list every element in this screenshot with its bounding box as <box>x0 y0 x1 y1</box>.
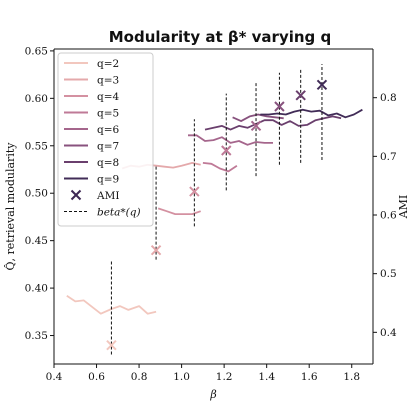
y-tick-label: 0.55 <box>25 140 48 152</box>
series-line-4 <box>202 162 238 173</box>
legend-ami-marker <box>70 189 82 201</box>
ami-marker-2-stroke-b <box>150 244 162 256</box>
series-line-5 <box>188 134 273 146</box>
x-axis-label: β <box>209 388 216 401</box>
ami-marker-7 <box>295 90 306 101</box>
y-tick-label: 0.65 <box>25 45 48 57</box>
y-tick-label: 0.40 <box>25 283 48 295</box>
ami-marker-1 <box>106 340 117 351</box>
x-tick-label: 0.4 <box>46 371 63 383</box>
ami-marker-6 <box>274 101 285 112</box>
series-line-6 <box>232 113 284 122</box>
x-tick-label: 1.0 <box>173 371 190 383</box>
x-tick-label: 1.8 <box>343 371 360 383</box>
y2-tick-label: 0.8 <box>380 92 397 104</box>
legend-ami-marker-stroke-b <box>70 189 82 201</box>
ami-marker-8-stroke-b <box>316 79 328 90</box>
x-tick-label: 0.8 <box>131 371 148 383</box>
axes: 0.4 0.6 0.8 1.0 1.2 1.4 1.6 1.80.350.400.450.50… <box>4 45 410 401</box>
y-tick-label: 0.50 <box>25 188 48 200</box>
x-tick-label: 1.2 <box>216 371 233 383</box>
y-tick-label: 0.45 <box>25 235 48 247</box>
legend-label: q=3 <box>97 75 119 87</box>
legend-label: q=2 <box>97 58 119 70</box>
y-tick-label: 0.60 <box>25 93 48 105</box>
ami-marker-3 <box>189 186 200 197</box>
legend-label: q=5 <box>97 108 119 120</box>
x-tick-label: 1.4 <box>258 371 275 383</box>
ami-marker-8 <box>316 79 328 90</box>
legend: q=2 q=3 q=4 q=5 q=6 q=7 q=8 q=9 AMI beta*(q) <box>57 52 154 227</box>
series-line-7 <box>204 115 342 131</box>
y2-axis-label: AMI <box>397 195 410 220</box>
legend-label: q=4 <box>97 91 120 103</box>
ami-marker-2 <box>150 244 162 256</box>
legend-label: q=7 <box>97 141 119 153</box>
y2-tick-label: 0.6 <box>380 210 397 222</box>
y-tick-label: 0.35 <box>25 330 48 342</box>
legend-label: q=6 <box>97 124 120 136</box>
y2-tick-label: 0.5 <box>380 268 397 280</box>
legend-label: q=8 <box>97 157 119 169</box>
x-tick-label: 0.6 <box>88 371 105 383</box>
y2-tick-label: 0.4 <box>380 327 397 339</box>
plot-area <box>66 64 363 355</box>
ami-marker-4 <box>221 145 232 156</box>
ami-marker-1-stroke-b <box>106 340 117 351</box>
series-line-3 <box>157 207 201 216</box>
legend-label: AMI <box>96 190 119 202</box>
ami-marker-5-stroke-b <box>250 120 262 132</box>
chart-title: Modularity at β* varying q <box>109 28 332 46</box>
y2-tick-label: 0.7 <box>380 151 397 163</box>
ami-marker-4-stroke-b <box>221 145 232 156</box>
legend-label: beta*(q) <box>97 207 141 219</box>
ami-marker-7-stroke-b <box>295 90 306 101</box>
x-tick-label: 1.6 <box>301 371 318 383</box>
legend-label: q=9 <box>97 174 119 186</box>
ami-marker-5 <box>250 120 262 132</box>
ami-marker-3-stroke-b <box>189 186 200 197</box>
y-axis-label: Q̂, retrieval modularity <box>4 142 17 271</box>
series-line-8 <box>260 108 363 119</box>
ami-marker-6-stroke-b <box>274 101 285 112</box>
